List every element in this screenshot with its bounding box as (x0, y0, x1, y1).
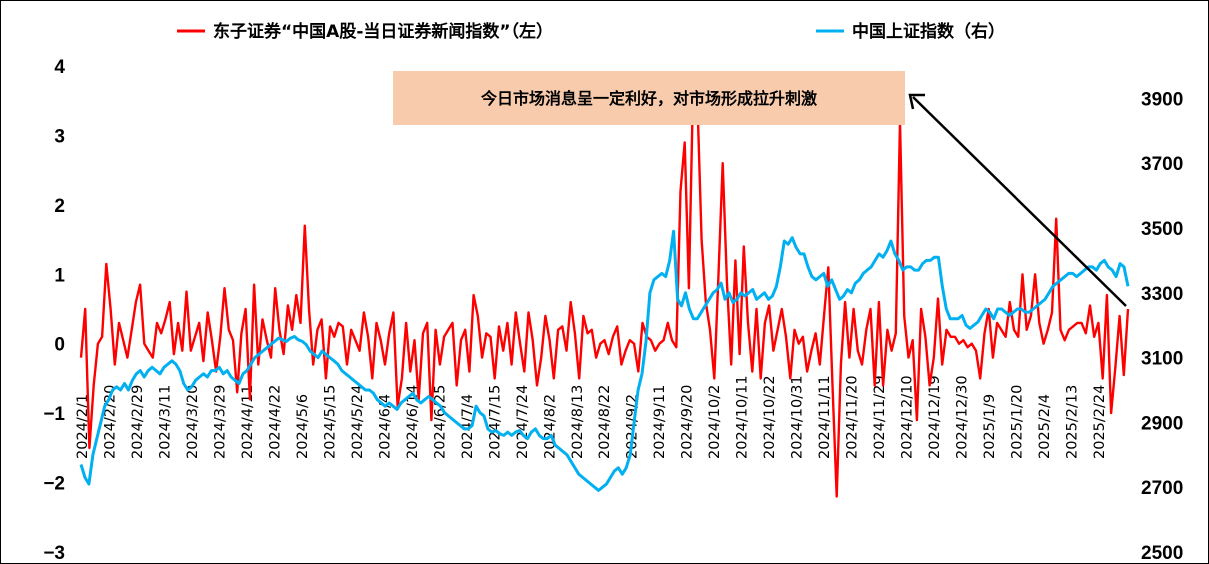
y-right-tick-label: 3300 (1141, 284, 1183, 305)
legend-label-news-index: 东子证券“中国A股-当日证券新闻指数”（左） (213, 21, 553, 42)
legend-label-shanghai-index: 中国上证指数（右） (852, 21, 1005, 42)
series-layer (79, 78, 1130, 498)
y-left-tick-label: 4 (54, 57, 65, 78)
y-left-tick-label: 3 (54, 126, 65, 147)
x-tick-label: 2025/2/13 (1065, 385, 1081, 459)
series-line-shanghai-index (79, 229, 1130, 492)
x-tick-label: 2024/2/1 (75, 394, 91, 459)
x-tick-label: 2024/5/15 (322, 385, 338, 459)
x-tick-label: 2024/3/11 (157, 385, 173, 459)
right-axis: 3900 3700 3500 3300 3100 2900 2700 2500 (1141, 89, 1183, 563)
x-tick-label: 2025/1/9 (982, 394, 998, 459)
annotation-arrow-line (912, 96, 1127, 307)
x-tick-label: 2024/9/20 (680, 385, 696, 459)
x-tick-label: 2024/11/29 (872, 375, 888, 459)
x-tick-label: 2024/3/20 (185, 385, 201, 459)
x-tick-label: 2024/5/24 (350, 385, 366, 459)
x-tick-label: 2025/2/24 (1092, 385, 1108, 459)
y-left-tick-label: −3 (43, 543, 65, 563)
y-left-tick-label: −2 (43, 474, 65, 495)
x-tick-label: 2024/8/2 (542, 394, 558, 459)
x-tick-label: 2024/3/29 (212, 385, 228, 459)
x-tick-label: 2025/1/20 (1010, 385, 1026, 459)
x-tick-label: 2024/9/11 (652, 385, 668, 459)
y-right-tick-label: 3900 (1141, 89, 1183, 110)
x-tick-label: 2024/10/22 (762, 375, 778, 459)
x-tick-label: 2024/7/15 (487, 385, 503, 459)
y-left-tick-label: 0 (54, 335, 65, 356)
annotation-arrow-head (908, 93, 925, 110)
x-tick-label: 2024/6/4 (377, 394, 393, 459)
left-axis: 4 3 2 1 0 −1 −2 −3 (43, 57, 65, 563)
x-tick-label: 2024/10/31 (790, 375, 806, 459)
annotation-text: 今日市场消息呈一定利好，对市场形成拉升刺激 (480, 89, 817, 108)
x-tick-label: 2024/12/10 (900, 375, 916, 459)
x-tick-label: 2024/8/13 (570, 385, 586, 459)
y-right-tick-label: 3700 (1141, 154, 1183, 175)
x-axis: 2024/2/1 2024/2/20 2024/2/29 2024/3/11 2024/… (75, 375, 1108, 459)
y-right-tick-label: 2500 (1141, 543, 1183, 563)
y-right-tick-label: 3100 (1141, 349, 1183, 370)
annotation: 今日市场消息呈一定利好，对市场形成拉升刺激 (393, 71, 1127, 307)
x-tick-label: 2024/2/29 (130, 385, 146, 459)
x-tick-label: 2024/4/11 (240, 385, 256, 459)
x-tick-label: 2024/8/22 (597, 385, 613, 459)
x-tick-label: 2024/7/24 (515, 385, 531, 459)
x-tick-label: 2024/4/22 (267, 385, 283, 459)
x-tick-label: 2024/12/19 (927, 375, 943, 459)
y-left-tick-label: 1 (54, 265, 65, 286)
x-tick-label: 2024/5/6 (295, 394, 311, 459)
y-left-tick-label: 2 (54, 196, 65, 217)
x-tick-label: 2024/6/25 (432, 385, 448, 459)
y-right-tick-label: 2900 (1141, 413, 1183, 434)
series-line-news-index (79, 78, 1130, 498)
y-right-tick-label: 3500 (1141, 219, 1183, 240)
x-tick-label: 2024/10/11 (735, 375, 751, 459)
annotation-box (393, 71, 905, 125)
x-tick-label: 2024/11/20 (845, 375, 861, 459)
x-tick-label: 2024/12/30 (955, 375, 971, 459)
x-tick-label: 2024/10/2 (707, 385, 723, 459)
legend: 东子证券“中国A股-当日证券新闻指数”（左） 中国上证指数（右） (177, 21, 1005, 42)
x-tick-label: 2024/7/4 (460, 394, 476, 459)
y-left-tick-label: −1 (43, 404, 65, 425)
x-tick-label: 2025/2/4 (1037, 394, 1053, 459)
x-tick-label: 2024/11/11 (817, 375, 833, 459)
y-right-tick-label: 2700 (1141, 478, 1183, 499)
x-tick-label: 2024/6/14 (405, 385, 421, 459)
